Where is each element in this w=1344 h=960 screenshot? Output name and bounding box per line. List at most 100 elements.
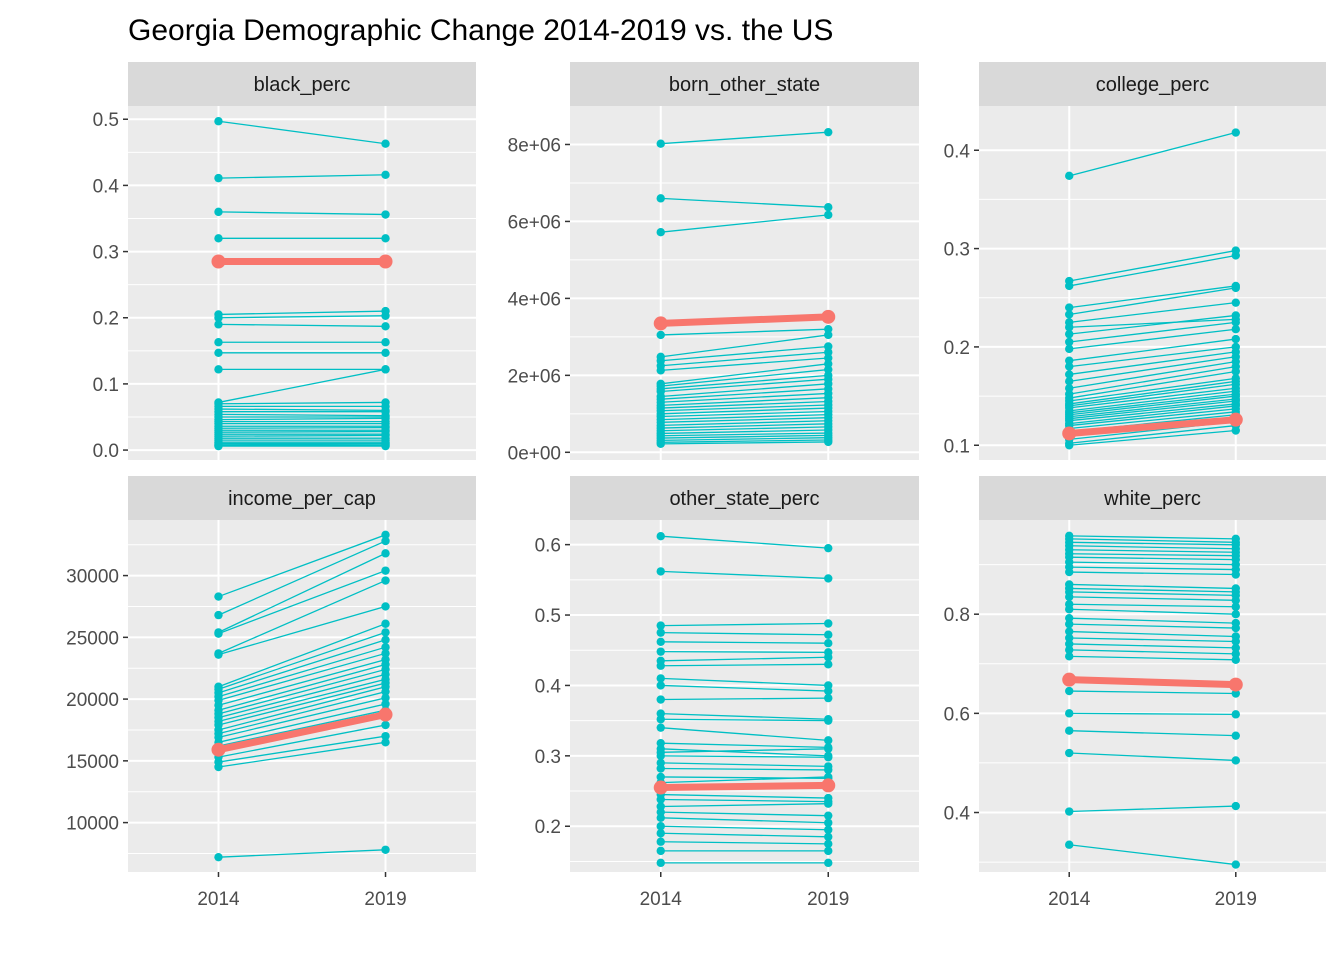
y-tick-label: 0.6: [535, 536, 561, 557]
facet-strip-label: income_per_cap: [228, 488, 376, 510]
series-point: [1065, 171, 1074, 181]
series-point: [1065, 652, 1074, 661]
series-point: [1231, 325, 1240, 334]
series-point: [1231, 602, 1240, 611]
series-point: [1065, 323, 1074, 332]
series-line: [660, 718, 829, 722]
series-line: [1069, 377, 1236, 402]
series-point: [824, 765, 833, 775]
y-tick-label: 0.4: [535, 676, 562, 697]
series-line: [660, 677, 829, 687]
series-line: [1069, 390, 1236, 412]
series-line: [660, 351, 829, 367]
chart-title: Georgia Demographic Change 2014-2019 vs.…: [128, 14, 833, 47]
series-line: [1069, 630, 1236, 638]
series-line: [660, 841, 829, 845]
series-line: [1069, 712, 1236, 715]
series-point: [1231, 251, 1240, 260]
facet-strip: [979, 476, 1326, 520]
y-tick-label: 2e+06: [508, 366, 561, 387]
series-point: [381, 576, 390, 585]
series-line: [1069, 302, 1236, 323]
series-point: [1065, 356, 1074, 365]
series-point: [214, 441, 223, 451]
series-point: [1231, 756, 1240, 765]
series-point: [656, 695, 665, 704]
series-point: [1231, 298, 1240, 307]
series-point: [1065, 619, 1074, 629]
y-tick-label: 0.3: [944, 240, 970, 261]
series-line: [1069, 566, 1236, 571]
series-point: [1065, 840, 1074, 849]
series-line: [660, 437, 829, 442]
series-line: [1069, 538, 1236, 543]
y-tick-label: 0.5: [535, 606, 561, 627]
series-point: [824, 543, 833, 553]
highlight-series-point: [821, 309, 836, 324]
series-line: [218, 703, 386, 743]
series-point: [656, 846, 665, 856]
series-line: [1069, 603, 1236, 608]
series-line: [218, 401, 386, 405]
series-line: [218, 323, 386, 327]
series-line: [660, 345, 829, 362]
facet-strip-label: black_perc: [254, 74, 351, 96]
series-line: [660, 214, 829, 233]
y-tick-label: 0.4: [944, 141, 971, 162]
series-line: [218, 724, 386, 758]
series-point: [824, 686, 833, 696]
series-point: [214, 207, 223, 217]
series-line: [660, 420, 829, 427]
series-line: [218, 315, 386, 319]
series-line: [660, 663, 829, 667]
x-tick-label: 2019: [807, 889, 849, 910]
series-line: [218, 697, 386, 739]
series-point: [656, 723, 665, 732]
series-point: [824, 365, 833, 374]
series-line: [218, 408, 386, 412]
highlight-series-point: [1228, 412, 1243, 427]
series-point: [656, 813, 665, 822]
series-point: [1231, 689, 1240, 698]
series-line: [660, 378, 829, 393]
series-point: [824, 359, 833, 369]
series-point: [656, 674, 665, 683]
series-point: [824, 753, 833, 762]
series-line: [1069, 583, 1236, 590]
y-tick-label: 0.3: [93, 243, 119, 264]
series-point: [381, 549, 390, 558]
panel-background: [570, 106, 919, 460]
series-point: [214, 338, 223, 347]
series-point: [824, 825, 833, 834]
series-line: [1069, 844, 1236, 866]
other-series-group: [1065, 128, 1240, 450]
series-point: [824, 693, 833, 703]
series-point: [214, 365, 223, 374]
series-point: [214, 348, 223, 358]
series-line: [1069, 395, 1236, 416]
series-point: [656, 139, 665, 148]
series-point: [381, 210, 390, 219]
series-point: [656, 439, 665, 449]
facet-strip-label: white_perc: [1103, 488, 1201, 510]
series-line: [660, 727, 829, 742]
series-line: [1069, 400, 1236, 420]
series-line: [660, 748, 829, 753]
y-tick-label: 0.2: [535, 817, 561, 838]
series-line: [1069, 608, 1236, 615]
series-point: [824, 653, 833, 662]
series-point: [381, 693, 390, 703]
series-line: [1069, 752, 1236, 762]
series-line: [1069, 556, 1236, 561]
series-line: [1069, 380, 1236, 405]
series-line: [660, 817, 829, 824]
series-point: [214, 234, 223, 243]
series-point: [1231, 334, 1240, 344]
y-tick-label: 0e+00: [508, 443, 561, 464]
series-point: [381, 643, 390, 652]
series-point: [381, 441, 390, 451]
highlight-series-point: [378, 254, 393, 269]
series-line: [218, 678, 386, 722]
series-line: [660, 803, 829, 808]
